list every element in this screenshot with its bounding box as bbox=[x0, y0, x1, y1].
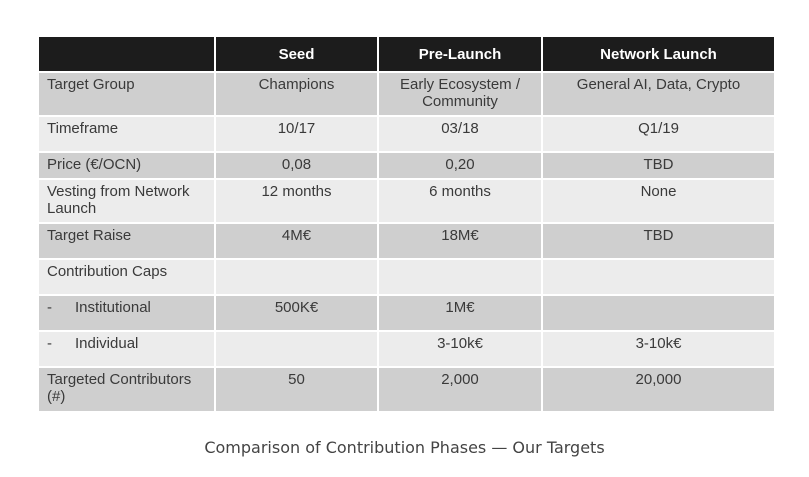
row-individual: - Individual 3-10k€ 3-10k€ bbox=[39, 330, 774, 367]
header-network-launch: Network Launch bbox=[542, 37, 774, 72]
cell-network-launch: TBD bbox=[542, 151, 774, 179]
row-label-text: Individual bbox=[75, 335, 139, 352]
row-price: Price (€/OCN) 0,08 0,20 TBD bbox=[39, 151, 774, 179]
cell-pre-launch: 6 months bbox=[378, 178, 543, 223]
row-label: Target Raise bbox=[39, 222, 216, 259]
sub-item-dash: - bbox=[47, 335, 52, 352]
cell-network-launch: 20,000 bbox=[542, 366, 774, 411]
header-pre-launch: Pre-Launch bbox=[378, 37, 543, 72]
cell-network-launch: None bbox=[542, 178, 774, 223]
cell-seed: Champions bbox=[215, 71, 379, 116]
row-label-text: Institutional bbox=[75, 299, 151, 316]
cell-network-launch: General AI, Data, Crypto bbox=[542, 71, 774, 116]
cell-network-launch: TBD bbox=[542, 222, 774, 259]
cell-seed: 4M€ bbox=[215, 222, 379, 259]
sub-item-dash: - bbox=[47, 299, 52, 316]
cell-seed: 10/17 bbox=[215, 115, 379, 152]
row-label: Target Group bbox=[39, 71, 216, 116]
cell-pre-launch: 18M€ bbox=[378, 222, 543, 259]
row-targeted-contributors: Targeted Contributors (#) 50 2,000 20,00… bbox=[39, 366, 774, 411]
row-target-raise: Target Raise 4M€ 18M€ TBD bbox=[39, 222, 774, 259]
table-caption: Comparison of Contribution Phases — Our … bbox=[204, 438, 605, 457]
cell-pre-launch: 0,20 bbox=[378, 151, 543, 179]
row-timeframe: Timeframe 10/17 03/18 Q1/19 bbox=[39, 115, 774, 152]
cell-seed bbox=[215, 258, 379, 295]
cell-pre-launch: 3-10k€ bbox=[378, 330, 543, 367]
header-seed: Seed bbox=[215, 37, 379, 72]
cell-seed: 50 bbox=[215, 366, 379, 411]
cell-pre-launch: 03/18 bbox=[378, 115, 543, 152]
cell-network-launch bbox=[542, 258, 774, 295]
cell-pre-launch: 2,000 bbox=[378, 366, 543, 411]
row-label: Targeted Contributors (#) bbox=[39, 366, 216, 411]
cell-pre-launch: Early Ecosystem / Community bbox=[378, 71, 543, 116]
cell-pre-launch: 1M€ bbox=[378, 294, 543, 331]
cell-network-launch: 3-10k€ bbox=[542, 330, 774, 367]
header-row: Seed Pre-Launch Network Launch bbox=[39, 37, 774, 72]
row-target-group: Target Group Champions Early Ecosystem /… bbox=[39, 71, 774, 116]
cell-seed: 12 months bbox=[215, 178, 379, 223]
cell-seed: 500K€ bbox=[215, 294, 379, 331]
cell-network-launch: Q1/19 bbox=[542, 115, 774, 152]
row-institutional: - Institutional 500K€ 1M€ bbox=[39, 294, 774, 331]
header-empty bbox=[39, 37, 216, 72]
cell-pre-launch bbox=[378, 258, 543, 295]
row-contribution-caps: Contribution Caps bbox=[39, 258, 774, 295]
row-label: Vesting from Network Launch bbox=[39, 178, 216, 223]
contribution-phases-table: Seed Pre-Launch Network Launch Target Gr… bbox=[39, 37, 774, 411]
cell-seed: 0,08 bbox=[215, 151, 379, 179]
row-vesting: Vesting from Network Launch 12 months 6 … bbox=[39, 178, 774, 223]
row-label: - Institutional bbox=[39, 294, 216, 331]
cell-network-launch bbox=[542, 294, 774, 331]
row-label: Price (€/OCN) bbox=[39, 151, 216, 179]
row-label: Timeframe bbox=[39, 115, 216, 152]
cell-seed bbox=[215, 330, 379, 367]
row-label: - Individual bbox=[39, 330, 216, 367]
row-label: Contribution Caps bbox=[39, 258, 216, 295]
